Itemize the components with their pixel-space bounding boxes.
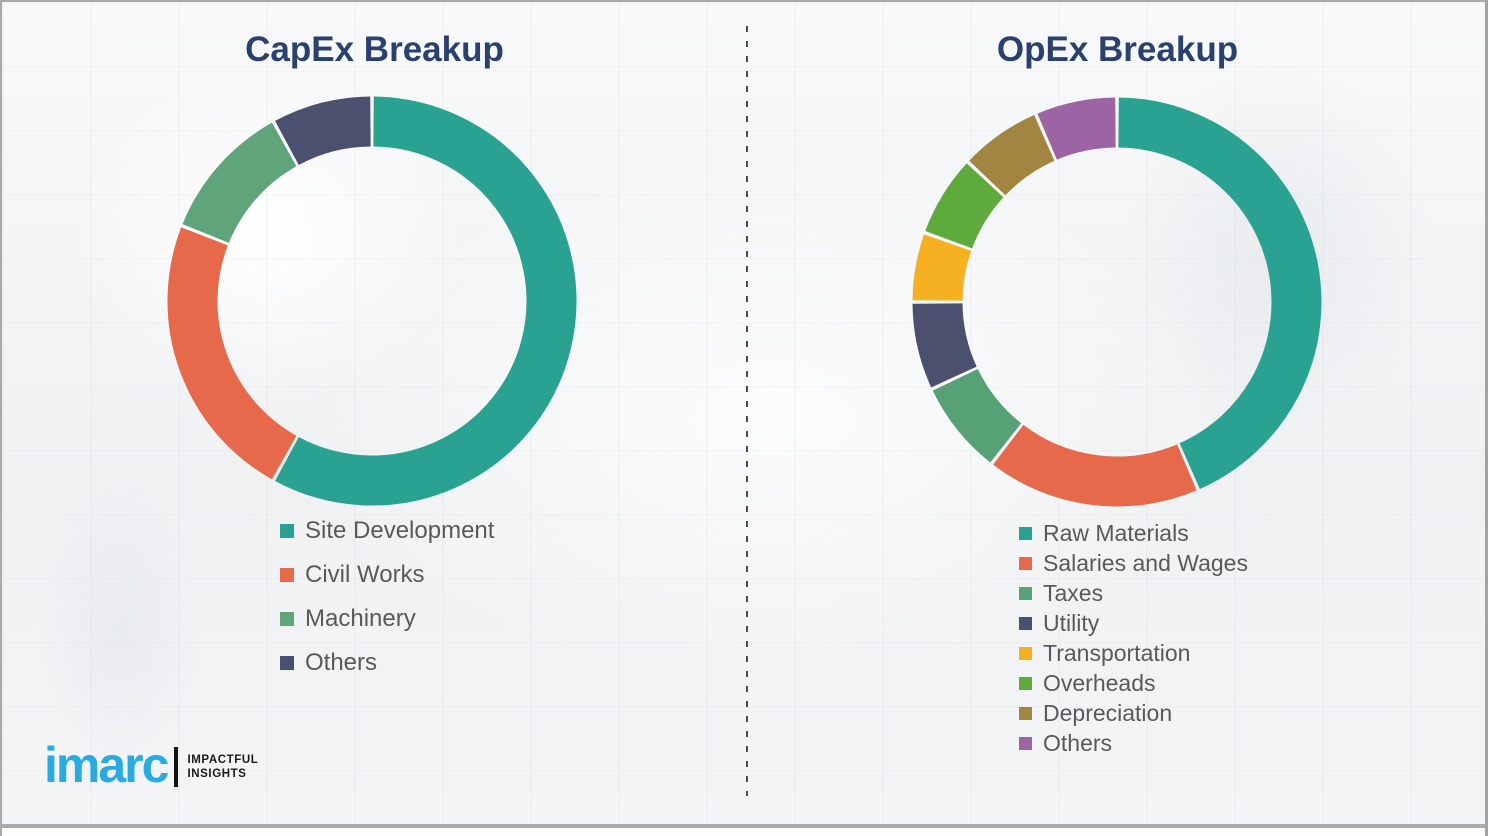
donut-segment-utility (912, 302, 977, 388)
legend-swatch (1019, 526, 1032, 540)
imarc-logo: imarc IMPACTFUL INSIGHTS (44, 737, 258, 793)
legend-swatch (1019, 616, 1032, 630)
legend-item: Raw Materials (1019, 518, 1248, 548)
donut-segment-transportation (912, 234, 972, 302)
legend-item: Overheads (1019, 668, 1248, 698)
legend-item: Others (280, 648, 494, 678)
donut-segment-taxes (932, 368, 1022, 463)
donut-segment-machinery (182, 122, 297, 244)
legend-swatch (1019, 706, 1032, 720)
opex-title: OpEx Breakup (996, 30, 1239, 69)
legend-item: Taxes (1019, 578, 1248, 608)
legend-label: Taxes (1043, 579, 1104, 606)
legend-label: Transportation (1043, 639, 1191, 666)
donut-segment-overheads (925, 163, 1004, 249)
imarc-logo-text: imarc (44, 737, 169, 793)
logo-tagline: IMPACTFUL INSIGHTS (187, 753, 258, 782)
logo-tagline-line1: IMPACTFUL (187, 753, 259, 766)
legend-item: Site Development (280, 516, 494, 546)
dashed-divider-line (746, 26, 748, 796)
legend-swatch (1019, 586, 1032, 600)
donut-segment-raw-materials (1118, 97, 1322, 489)
legend-item: Civil Works (280, 560, 494, 590)
legend-item: Others (1019, 728, 1248, 758)
legend-swatch (280, 524, 294, 538)
legend-label: Salaries and Wages (1043, 549, 1248, 576)
bottom-margin (2, 828, 1485, 836)
legend-label: Raw Materials (1043, 519, 1189, 546)
legend-label: Overheads (1043, 669, 1156, 696)
legend-label: Utility (1043, 609, 1100, 636)
logo-divider-bar (174, 747, 179, 787)
bottom-rule (2, 824, 1485, 828)
legend-swatch (280, 612, 294, 626)
capex-legend: Site Development Civil Works Machinery Othe… (280, 516, 494, 692)
donut-segment-depreciation (969, 115, 1055, 196)
donut-segment-site-development (275, 96, 577, 506)
legend-swatch (280, 656, 294, 670)
legend-swatch (1019, 646, 1032, 660)
donut-segment-salaries-and-wages (993, 424, 1197, 507)
opex-donut-chart (912, 97, 1322, 507)
donut-segment-others (1037, 97, 1117, 160)
capex-title: CapEx Breakup (245, 30, 504, 69)
donut-segment-civil-works (167, 227, 297, 480)
legend-item: Transportation (1019, 638, 1248, 668)
legend-item: Salaries and Wages (1019, 548, 1248, 578)
legend-label: Others (1043, 729, 1113, 756)
legend-swatch (280, 568, 294, 582)
legend-label: Others (305, 649, 378, 676)
legend-item: Machinery (280, 604, 494, 634)
donut-segment-others (275, 96, 372, 166)
legend-label: Civil Works (305, 561, 425, 588)
legend-label: Site Development (305, 517, 495, 544)
legend-swatch (1019, 676, 1032, 690)
legend-item: Depreciation (1019, 698, 1248, 728)
logo-tagline-line2: INSIGHTS (187, 768, 247, 780)
legend-swatch (1019, 556, 1032, 570)
opex-legend: Raw Materials Salaries and Wages Taxes Util… (1019, 518, 1248, 758)
legend-label: Machinery (305, 605, 416, 632)
legend-swatch (1019, 736, 1032, 750)
capex-donut-chart (167, 96, 577, 506)
legend-label: Depreciation (1043, 699, 1173, 726)
legend-item: Utility (1019, 608, 1248, 638)
